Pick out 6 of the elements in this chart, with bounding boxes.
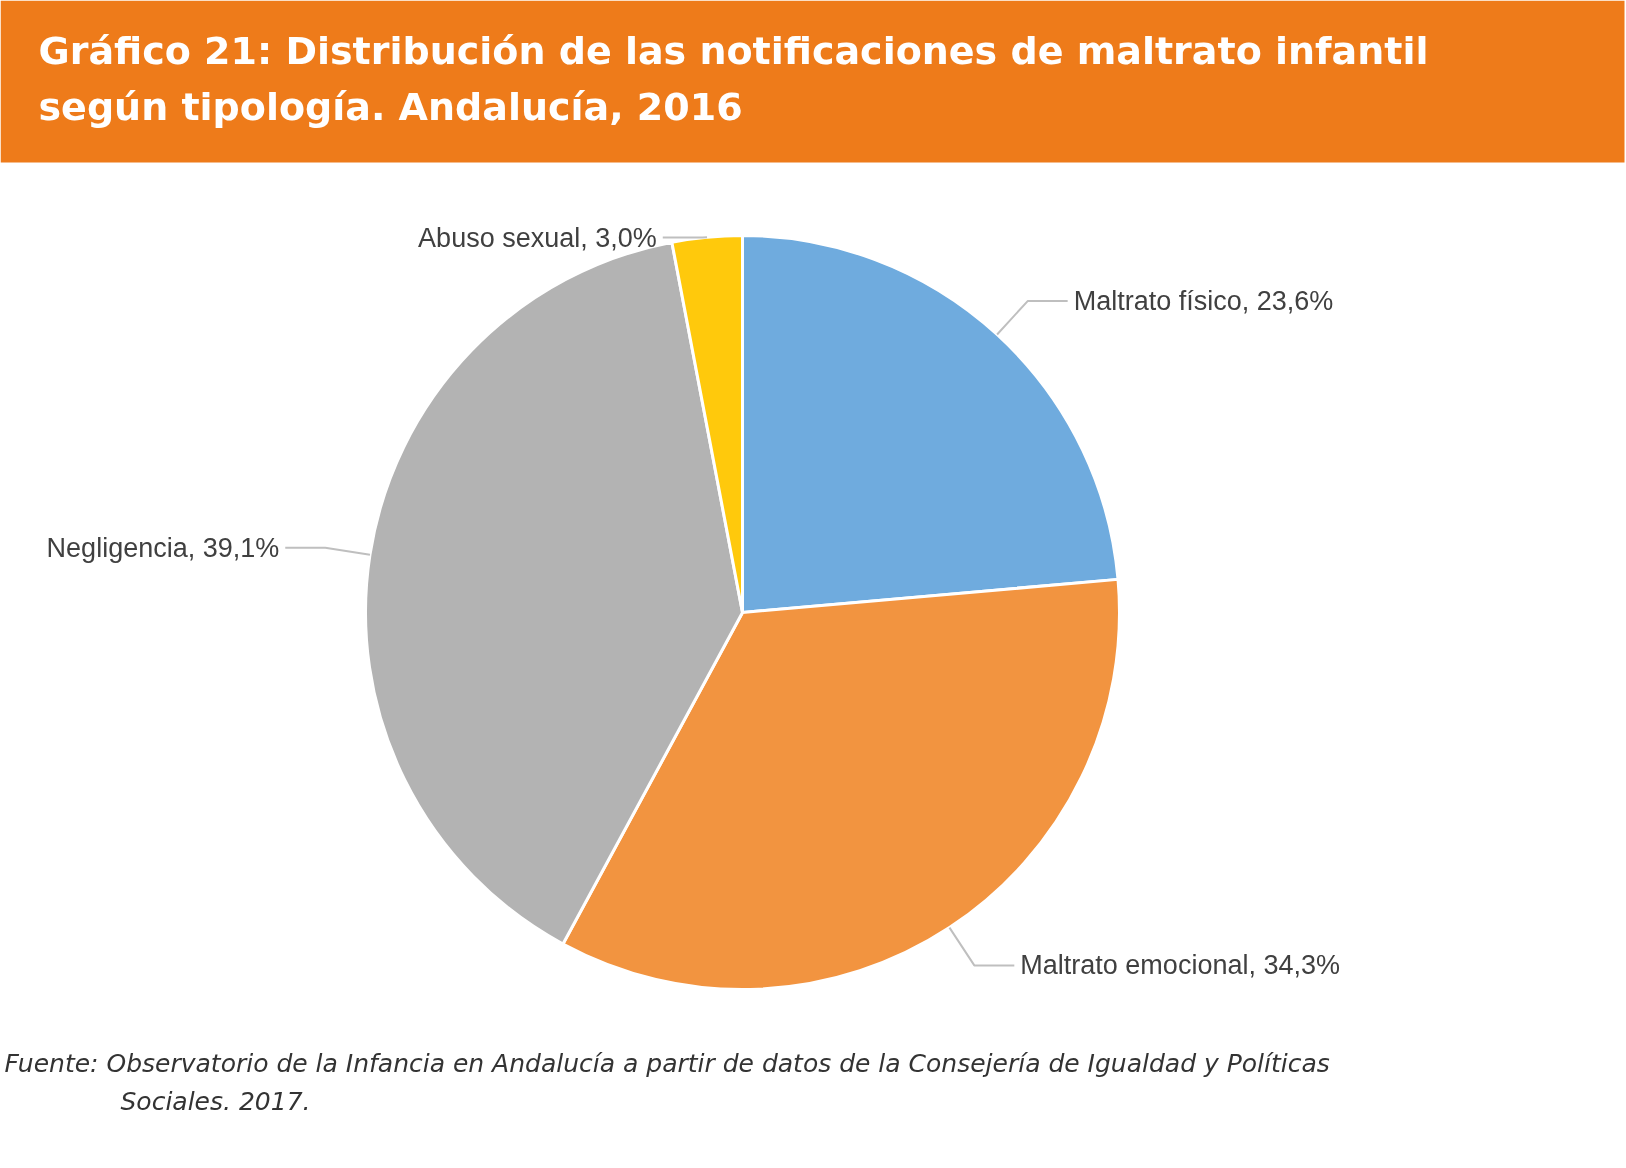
source-note: Fuente: Observatorio de la Infancia en Andalucía a partir de datos de la Consejería de Igualdad y Políticas Sociales. 2017. bbox=[4, 1049, 1330, 1116]
slice-label: Maltrato físico, 23,6% bbox=[1073, 286, 1334, 317]
chart-title: Gráfico 21: Distribución de las notificaciones de maltrato infantil según tipología. Andalucía, 2016 bbox=[38, 28, 1429, 129]
slice-label: Abuso sexual, 3,0% bbox=[418, 222, 657, 253]
slice-label: Maltrato emocional, 34,3% bbox=[1020, 950, 1340, 981]
slice-label: Negligencia, 39,1% bbox=[46, 532, 280, 563]
